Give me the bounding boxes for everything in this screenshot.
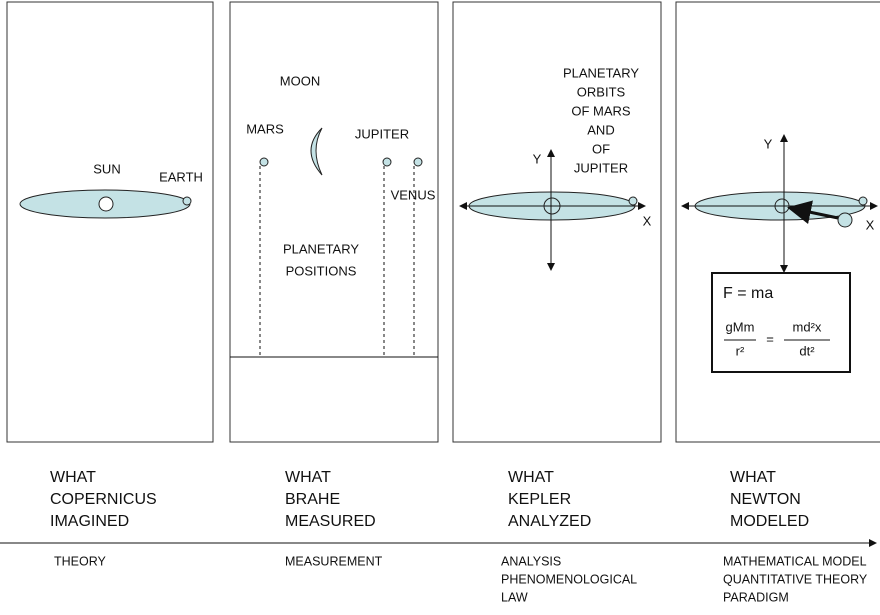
caption: MODELED (730, 513, 809, 530)
planet (414, 158, 422, 166)
label: MARS (246, 121, 284, 136)
caption: WHAT (50, 469, 96, 486)
caption: WHAT (730, 469, 776, 486)
equation-part: r² (736, 343, 745, 358)
label: OF MARS (571, 103, 631, 118)
formula: F = ma (723, 285, 773, 302)
category: LAW (501, 590, 528, 604)
panel-frame (230, 2, 438, 442)
category: MEASUREMENT (285, 554, 383, 568)
category: THEORY (54, 554, 107, 568)
copernicus-drawing (20, 190, 191, 218)
equation-part: gMm (726, 319, 755, 334)
label: OF (592, 141, 610, 156)
planet (383, 158, 391, 166)
panel-frame (7, 2, 213, 442)
caption: WHAT (508, 469, 554, 486)
caption: KEPLER (508, 491, 571, 508)
category: QUANTITATIVE THEORY (723, 572, 868, 586)
caption: BRAHE (285, 491, 340, 508)
label: PLANETARY (563, 65, 639, 80)
panel-frames (7, 2, 880, 442)
category: PHENOMENOLOGICAL (501, 572, 637, 586)
sun (99, 197, 113, 211)
label: EARTH (159, 169, 203, 184)
caption: WHAT (285, 469, 331, 486)
label: SUN (93, 161, 120, 176)
equation-part: md²x (793, 319, 822, 334)
diagram: SUN EARTH WHAT COPERNICUS IMAGINED THEORY MOON… (0, 0, 880, 610)
equation-part: dt² (799, 343, 815, 358)
label: PLANETARY (283, 241, 359, 256)
label: POSITIONS (286, 263, 357, 278)
label: JUPITER (574, 160, 628, 175)
caption: NEWTON (730, 491, 801, 508)
equation-part: = (766, 331, 774, 346)
caption: MEASURED (285, 513, 376, 530)
planet (629, 197, 637, 205)
label: X (866, 217, 875, 232)
label: Y (764, 136, 773, 151)
planet (260, 158, 268, 166)
earth (183, 197, 191, 205)
planet (859, 197, 867, 205)
label: X (643, 213, 652, 228)
label: AND (587, 122, 614, 137)
label: MOON (280, 73, 320, 88)
planet (838, 213, 852, 227)
category: MATHEMATICAL MODEL (723, 554, 867, 568)
label: VENUS (391, 187, 436, 202)
category: ANALYSIS (501, 554, 561, 568)
label: JUPITER (355, 126, 409, 141)
label: Y (533, 151, 542, 166)
label: ORBITS (577, 84, 626, 99)
caption: COPERNICUS (50, 491, 157, 508)
caption: ANALYZED (508, 513, 591, 530)
caption: IMAGINED (50, 513, 129, 530)
category: PARADIGM (723, 590, 789, 604)
